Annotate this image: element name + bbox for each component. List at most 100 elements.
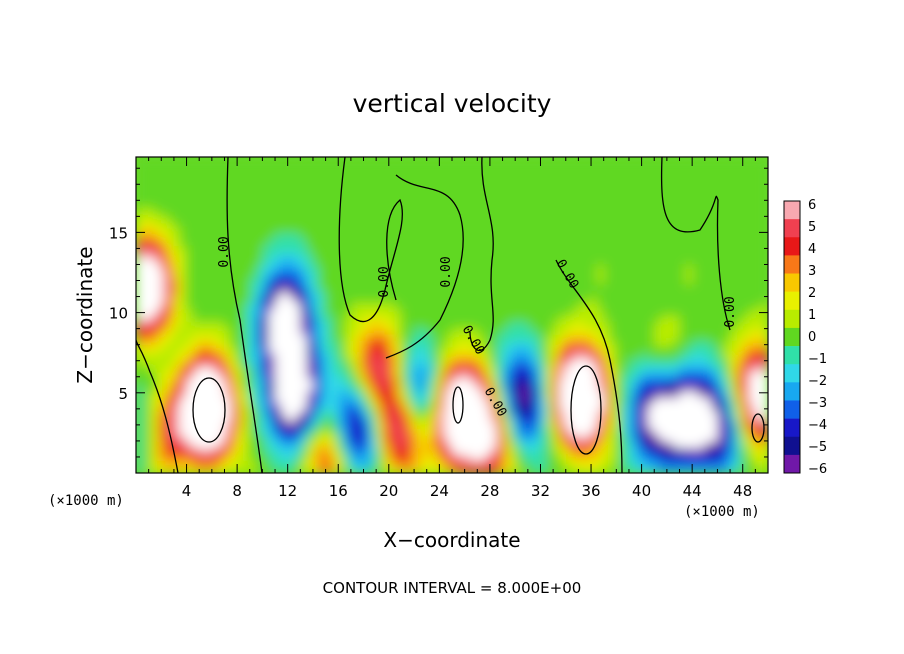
field-cell	[603, 270, 611, 278]
field-cell	[711, 207, 719, 215]
field-cell	[628, 428, 636, 436]
field-cell	[180, 371, 188, 379]
field-cell	[224, 454, 232, 461]
field-cell	[698, 163, 706, 171]
field-cell	[730, 315, 737, 322]
field-cell	[489, 397, 497, 405]
field-cell	[654, 194, 662, 202]
field-cell	[502, 428, 510, 436]
field-cell	[148, 270, 156, 278]
field-cell	[439, 435, 447, 442]
field-cell	[148, 365, 156, 373]
field-cell	[527, 239, 535, 247]
field-cell	[521, 251, 529, 259]
field-cell	[673, 270, 681, 278]
field-cell	[426, 207, 434, 215]
field-cell	[237, 232, 245, 240]
field-cell	[660, 422, 668, 430]
field-cell	[597, 466, 605, 473]
field-cell	[742, 371, 750, 379]
field-cell	[635, 296, 643, 303]
field-cell	[237, 226, 245, 234]
field-cell	[464, 239, 472, 247]
field-cell	[350, 264, 358, 272]
field-cell	[319, 435, 327, 442]
field-cell	[508, 163, 516, 171]
field-cell	[262, 466, 270, 473]
field-cell	[647, 359, 655, 367]
field-cell	[654, 416, 662, 424]
field-cell	[439, 296, 447, 303]
field-cell	[426, 340, 434, 348]
field-cell	[610, 403, 617, 411]
field-cell	[565, 371, 573, 379]
field-cell	[199, 188, 207, 196]
field-cell	[578, 365, 586, 373]
field-cell	[445, 239, 453, 247]
field-cell	[426, 251, 434, 259]
field-cell	[610, 302, 617, 310]
field-cell	[167, 466, 175, 473]
field-cell	[161, 371, 169, 379]
field-cell	[249, 220, 257, 228]
field-cell	[268, 239, 276, 247]
field-cell	[407, 409, 415, 417]
field-cell	[230, 283, 238, 291]
field-cell	[268, 454, 276, 461]
field-cell	[136, 264, 143, 272]
field-cell	[173, 245, 181, 253]
field-cell	[584, 441, 592, 449]
field-cell	[452, 283, 459, 291]
field-cell	[508, 194, 516, 202]
field-cell	[540, 315, 548, 322]
field-cell	[136, 232, 143, 240]
field-cell	[685, 188, 693, 196]
field-cell	[331, 416, 339, 424]
field-cell	[546, 283, 554, 291]
field-cell	[388, 466, 396, 473]
field-cell	[647, 175, 655, 183]
field-cell	[357, 327, 365, 335]
field-cell	[287, 175, 295, 183]
field-cell	[755, 359, 763, 367]
field-cell	[161, 201, 169, 209]
field-cell	[736, 371, 744, 379]
field-cell	[496, 207, 504, 215]
field-cell	[742, 352, 750, 360]
chart-title: vertical velocity	[353, 89, 552, 118]
field-cell	[521, 321, 529, 329]
field-cell	[414, 371, 421, 379]
field-cell	[546, 315, 554, 322]
field-cell	[148, 359, 156, 367]
field-cell	[294, 308, 301, 316]
field-cell	[243, 175, 251, 183]
field-cell	[167, 327, 175, 335]
field-cell	[742, 213, 750, 221]
field-cell	[477, 466, 485, 473]
field-cell	[294, 302, 301, 310]
field-cell	[148, 321, 156, 329]
field-cell	[173, 321, 181, 329]
field-cell	[319, 460, 327, 468]
field-cell	[199, 308, 207, 316]
field-cell	[591, 428, 598, 436]
field-cell	[357, 390, 365, 398]
field-cell	[433, 346, 440, 354]
field-cell	[553, 182, 561, 190]
field-cell	[464, 220, 472, 228]
field-cell	[154, 378, 162, 386]
field-cell	[464, 169, 472, 177]
field-cell	[136, 422, 143, 430]
field-cell	[477, 315, 485, 322]
field-cell	[154, 447, 162, 455]
field-cell	[199, 428, 207, 436]
field-cell	[635, 378, 643, 386]
field-cell	[534, 194, 542, 202]
field-cell	[508, 283, 516, 291]
field-cell	[622, 435, 630, 442]
field-cell	[319, 416, 327, 424]
field-cell	[470, 447, 478, 455]
field-cell	[363, 163, 371, 171]
field-cell	[521, 296, 529, 303]
field-cell	[388, 352, 396, 360]
